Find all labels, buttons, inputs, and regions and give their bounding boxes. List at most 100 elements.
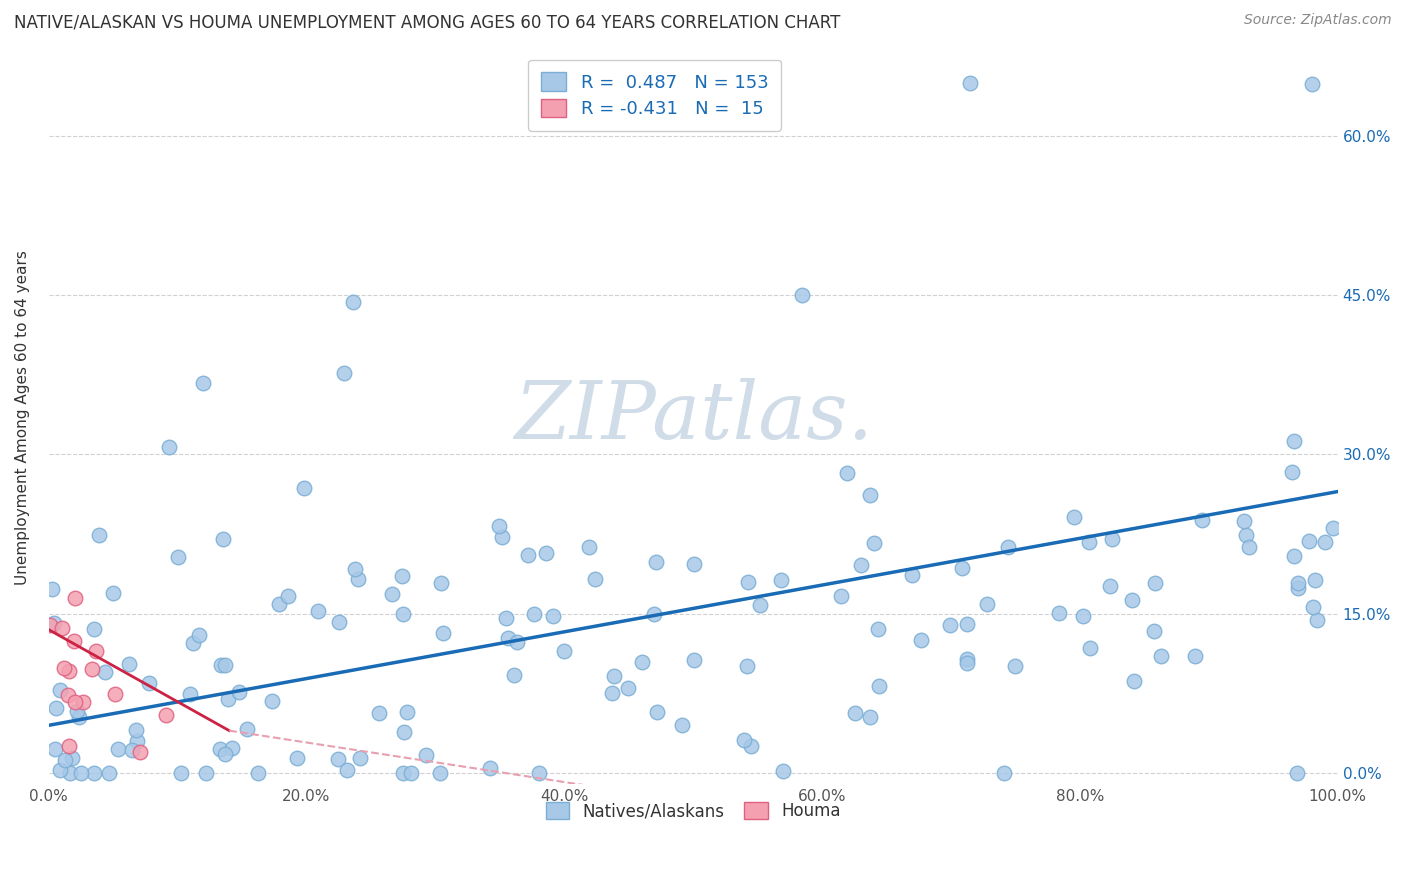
Point — [83, 622, 105, 636]
Point — [41, 582, 63, 596]
Point — [59, 766, 82, 780]
Point — [1284, 549, 1306, 564]
Point — [429, 766, 451, 780]
Point — [498, 632, 520, 646]
Point — [950, 561, 973, 575]
Point — [121, 743, 143, 757]
Point — [662, 97, 685, 112]
Point — [837, 467, 859, 481]
Point — [830, 589, 852, 603]
Point — [53, 661, 76, 675]
Point — [748, 598, 770, 612]
Point — [277, 590, 299, 604]
Point — [495, 611, 517, 625]
Point — [58, 739, 80, 754]
Point — [285, 751, 308, 765]
Point — [214, 657, 236, 672]
Point — [956, 617, 979, 632]
Point — [45, 701, 67, 715]
Point — [94, 665, 117, 679]
Point — [1306, 613, 1329, 627]
Point — [336, 763, 359, 777]
Point — [505, 635, 527, 649]
Point — [84, 644, 107, 658]
Point — [1078, 535, 1101, 549]
Point — [603, 669, 626, 683]
Point — [60, 751, 83, 765]
Point — [600, 686, 623, 700]
Point — [1144, 576, 1167, 591]
Point — [740, 739, 762, 753]
Point — [1281, 466, 1303, 480]
Point — [342, 295, 364, 310]
Point — [195, 766, 218, 780]
Point — [63, 633, 86, 648]
Point — [1282, 434, 1305, 449]
Point — [104, 687, 127, 701]
Point — [49, 683, 72, 698]
Point — [118, 657, 141, 671]
Point — [328, 615, 350, 630]
Point — [1322, 521, 1344, 535]
Point — [735, 659, 758, 673]
Point — [1302, 599, 1324, 614]
Point — [534, 546, 557, 560]
Point — [866, 623, 889, 637]
Point — [1047, 606, 1070, 620]
Point — [583, 572, 606, 586]
Point — [844, 706, 866, 720]
Point — [772, 764, 794, 779]
Point — [125, 723, 148, 738]
Point — [63, 695, 86, 709]
Point — [394, 724, 416, 739]
Point — [183, 636, 205, 650]
Point — [128, 745, 150, 759]
Point — [381, 587, 404, 601]
Point — [617, 681, 640, 695]
Point — [169, 766, 191, 780]
Point — [269, 598, 291, 612]
Point — [1098, 579, 1121, 593]
Point — [87, 528, 110, 542]
Point — [578, 540, 600, 554]
Point — [631, 656, 654, 670]
Point — [1123, 673, 1146, 688]
Point — [1313, 534, 1336, 549]
Point — [1143, 624, 1166, 639]
Point — [103, 586, 125, 600]
Legend: Natives/Alaskans, Houma: Natives/Alaskans, Houma — [538, 795, 848, 827]
Point — [976, 598, 998, 612]
Point — [1286, 581, 1309, 595]
Point — [790, 288, 813, 302]
Y-axis label: Unemployment Among Ages 60 to 64 years: Unemployment Among Ages 60 to 64 years — [15, 250, 30, 584]
Point — [157, 440, 180, 454]
Point — [209, 742, 232, 756]
Point — [138, 675, 160, 690]
Text: Source: ZipAtlas.com: Source: ZipAtlas.com — [1244, 13, 1392, 28]
Point — [415, 747, 437, 762]
Point — [868, 679, 890, 693]
Point — [910, 632, 932, 647]
Point — [645, 705, 668, 719]
Point — [1101, 533, 1123, 547]
Point — [179, 687, 201, 701]
Point — [901, 567, 924, 582]
Point — [262, 693, 284, 707]
Point — [391, 568, 413, 582]
Point — [191, 376, 214, 390]
Point — [127, 733, 149, 747]
Point — [44, 615, 66, 630]
Point — [541, 609, 564, 624]
Point — [1078, 641, 1101, 656]
Point — [167, 550, 190, 565]
Point — [292, 481, 315, 495]
Point — [488, 519, 510, 533]
Point — [1288, 575, 1310, 590]
Point — [188, 627, 211, 641]
Point — [683, 653, 706, 667]
Point — [98, 766, 121, 780]
Point — [859, 710, 882, 724]
Point — [333, 366, 356, 380]
Point — [83, 766, 105, 780]
Point — [527, 766, 550, 780]
